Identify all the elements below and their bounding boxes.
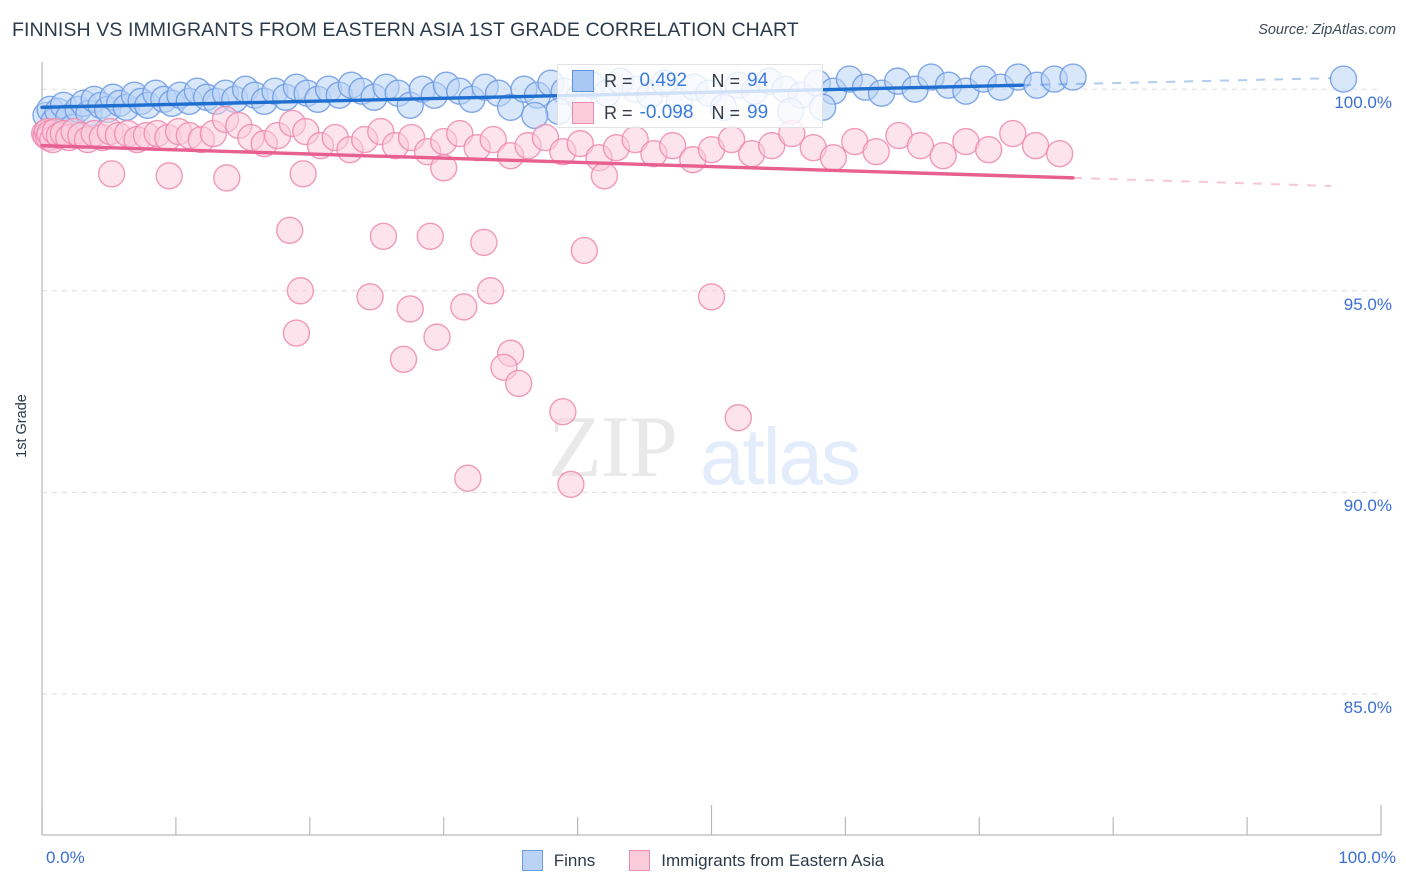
- stats-r-label-immigrants: R =: [604, 102, 633, 123]
- stats-swatch-immigrants: [572, 102, 594, 124]
- data-point[interactable]: [423, 323, 451, 351]
- data-point[interactable]: [356, 283, 384, 311]
- data-point[interactable]: [289, 160, 317, 188]
- data-point[interactable]: [974, 135, 1003, 164]
- legend-label-immigrants: Immigrants from Eastern Asia: [661, 850, 885, 870]
- data-point[interactable]: [479, 125, 507, 154]
- data-point[interactable]: [999, 119, 1027, 148]
- watermark-atlas: atlas: [700, 412, 861, 501]
- data-point[interactable]: [430, 154, 458, 182]
- stats-n-value-immigrants: 99: [747, 102, 769, 123]
- x-axis-tick-label-min: 0.0%: [46, 848, 85, 867]
- data-point[interactable]: [369, 222, 398, 251]
- data-point[interactable]: [862, 137, 890, 166]
- correlation-stats-box: R = 0.492 N = 94 R = -0.098 N = 99: [557, 64, 823, 128]
- data-point[interactable]: [416, 222, 445, 251]
- legend-label-finns: Finns: [553, 850, 596, 870]
- y-axis-tick-label: 95.0%: [1343, 294, 1392, 314]
- trend-line: [40, 143, 1075, 180]
- stats-r-value-immigrants: -0.098: [639, 102, 694, 123]
- data-point[interactable]: [504, 369, 533, 398]
- data-point[interactable]: [570, 236, 598, 265]
- y-axis-tick-label: 90.0%: [1343, 496, 1392, 516]
- data-point[interactable]: [549, 398, 577, 426]
- data-point[interactable]: [389, 345, 418, 373]
- data-point[interactable]: [521, 101, 549, 130]
- y-axis-tick-label: 100.0%: [1334, 93, 1392, 113]
- y-axis-tick-label: 85.0%: [1343, 697, 1392, 717]
- data-point[interactable]: [276, 216, 304, 244]
- stats-n-label-finns: N =: [711, 70, 741, 91]
- source-attribution: Source: ZipAtlas.com: [1258, 22, 1396, 38]
- data-point[interactable]: [566, 129, 594, 158]
- stats-r-value-finns: 0.492: [639, 70, 688, 91]
- data-point[interactable]: [819, 144, 848, 172]
- data-point[interactable]: [97, 160, 126, 188]
- data-point[interactable]: [557, 470, 585, 498]
- legend-item-immigrants[interactable]: Immigrants from Eastern Asia: [629, 850, 884, 871]
- data-point[interactable]: [213, 164, 241, 192]
- legend-item-finns[interactable]: Finns: [521, 850, 596, 871]
- data-point[interactable]: [724, 404, 752, 432]
- data-point[interactable]: [929, 142, 957, 170]
- stats-r-label-finns: R =: [604, 70, 633, 91]
- data-point[interactable]: [758, 131, 786, 160]
- data-point[interactable]: [396, 295, 424, 323]
- stats-n-value-finns: 94: [747, 70, 769, 91]
- data-point[interactable]: [1045, 139, 1074, 168]
- data-point[interactable]: [450, 293, 478, 321]
- data-point[interactable]: [658, 131, 687, 160]
- data-point[interactable]: [454, 464, 482, 492]
- data-point[interactable]: [952, 127, 980, 156]
- data-point[interactable]: [1021, 131, 1050, 160]
- data-point[interactable]: [590, 162, 619, 190]
- x-axis-tick-label-max: 100.0%: [1338, 848, 1396, 867]
- data-point[interactable]: [697, 283, 726, 311]
- page-title: FINNISH VS IMMIGRANTS FROM EASTERN ASIA …: [12, 19, 799, 41]
- data-point[interactable]: [286, 277, 315, 305]
- stats-n-label-immigrants: N =: [711, 102, 741, 123]
- scatter-series: [32, 63, 1358, 142]
- trend-line-extension: [1072, 176, 1332, 187]
- legend-swatch-finns: [521, 850, 543, 871]
- data-point[interactable]: [155, 162, 183, 190]
- trend-line: [40, 83, 1024, 110]
- data-point[interactable]: [470, 228, 498, 257]
- data-point[interactable]: [906, 131, 935, 160]
- scatter-series: [30, 105, 1074, 498]
- data-point[interactable]: [1059, 63, 1087, 91]
- data-point[interactable]: [282, 319, 311, 347]
- stats-row-immigrants: R = -0.098 N = 99: [558, 97, 822, 129]
- data-point[interactable]: [476, 277, 505, 305]
- stats-swatch-finns: [572, 70, 594, 92]
- trend-line-extension: [1022, 77, 1332, 87]
- legend-swatch-immigrants: [629, 850, 651, 871]
- chart-legend: Finns Immigrants from Eastern Asia: [0, 850, 1406, 871]
- data-point[interactable]: [1329, 65, 1358, 93]
- stats-row-finns: R = 0.492 N = 94: [558, 65, 822, 97]
